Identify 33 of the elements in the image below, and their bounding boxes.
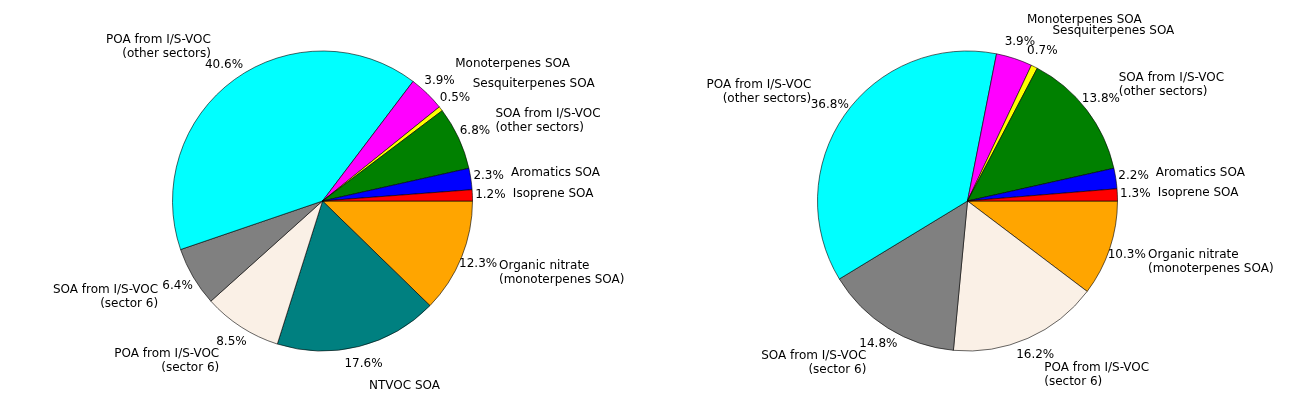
slice-label: POA from I/S-VOC (sector 6)	[114, 346, 220, 375]
data-label: 6.8%	[459, 122, 491, 137]
slice-label: Monoterpenes SOA	[1026, 12, 1143, 27]
slice-label: POA from I/S-VOC (other sectors)	[706, 77, 812, 106]
slice-label: SOA from I/S-VOC (sector 6)	[52, 282, 159, 311]
data-label: 13.8%	[1081, 90, 1120, 105]
slice-label: Isoprene SOA	[1157, 185, 1240, 200]
slice-label: Aromatics SOA	[510, 165, 601, 180]
data-label: 17.6%	[344, 356, 383, 371]
data-label: 0.5%	[439, 89, 471, 104]
data-label: 3.9%	[424, 72, 455, 87]
slice-label: SOA from I/S-VOC (sector 6)	[761, 347, 867, 376]
data-label: 1.2%	[475, 186, 506, 201]
slice-label: POA from I/S-VOC (sector 6)	[1044, 360, 1150, 389]
slice-label: SOA from I/S-VOC (other sectors)	[495, 106, 601, 135]
slice-label: NTVOC SOA	[368, 377, 441, 392]
slice-label: Isoprene SOA	[512, 185, 595, 200]
data-label: 2.2%	[1118, 167, 1149, 182]
data-label: 36.8%	[810, 96, 849, 111]
slice-label: Sesquiterpenes SOA	[472, 75, 596, 90]
data-label: 10.3%	[1107, 246, 1146, 261]
data-label: 16.2%	[1016, 346, 1055, 361]
data-label: 6.4%	[162, 278, 193, 293]
slice-label: Monoterpenes SOA	[455, 56, 571, 71]
data-label: 14.8%	[859, 335, 898, 350]
slice-label: Organic nitrate (monoterpenes SOA)	[498, 257, 625, 286]
slice-label: Organic nitrate (monoterpenes SOA)	[1148, 246, 1274, 275]
slice-label: SOA from I/S-VOC (other sectors)	[1118, 70, 1225, 99]
slice-label: Aromatics SOA	[1155, 164, 1246, 179]
data-label: 1.3%	[1120, 186, 1151, 201]
data-label: 12.3%	[459, 256, 498, 271]
data-label: 2.3%	[473, 168, 504, 183]
data-label: 8.5%	[216, 334, 247, 349]
